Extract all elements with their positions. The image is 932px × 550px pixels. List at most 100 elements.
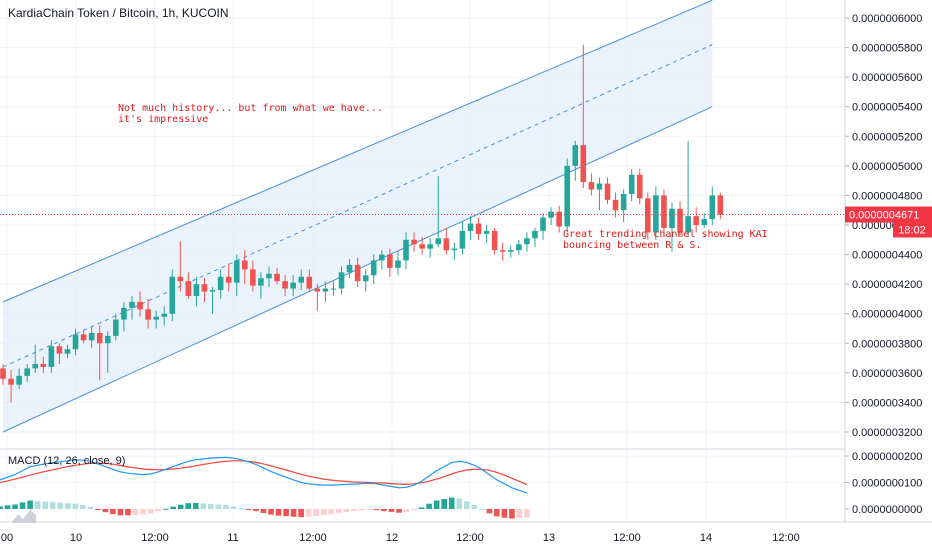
macd-histogram-bar [388, 509, 395, 512]
macd-histogram-bar [494, 509, 500, 517]
annotation-channel-note[interactable]: Great trending channel showing KAI bounc… [563, 229, 768, 251]
macd-histogram-bar [433, 500, 440, 509]
macd-histogram-bar [245, 509, 252, 510]
candle-body [217, 276, 224, 291]
macd-histogram-bar [19, 502, 26, 509]
price-axis-label: 0.0000003600 [852, 368, 922, 380]
macd-axis-label: 0.0000000100 [852, 478, 922, 490]
countdown-label: 18:02 [898, 225, 926, 237]
candle-body [185, 281, 192, 296]
macd-histogram-bar [479, 509, 485, 510]
candle-body [532, 230, 538, 239]
candle-body [129, 301, 135, 308]
candle-body [145, 309, 151, 320]
candle-body [596, 183, 603, 190]
price-axis-label: 0.0000005000 [852, 161, 922, 173]
candle-body [88, 332, 95, 341]
channel-upper-line[interactable] [2, 0, 713, 303]
price-axis-label: 0.0000004000 [852, 309, 922, 321]
candle-body [258, 278, 264, 286]
macd-histogram-bar [426, 503, 432, 509]
candle-body [524, 238, 530, 245]
candle-body [137, 301, 143, 310]
annotation-history-note[interactable]: Not much history... but from what we hav… [118, 103, 383, 125]
candle-body [677, 208, 683, 233]
candle-body [717, 195, 724, 215]
macd-histogram-bar [4, 505, 11, 509]
macd-histogram-bar [0, 506, 3, 509]
candle-body [193, 284, 200, 296]
macd-histogram-bar [192, 502, 199, 509]
macd-histogram-bar [238, 507, 244, 509]
price-axis-label: 0.0000003200 [852, 427, 922, 439]
macd-histogram-bar [253, 509, 259, 512]
time-axis-label: 00 [1, 532, 13, 544]
time-axis-label: 12:00 [141, 532, 169, 544]
price-axis-label: 0.0000006000 [852, 13, 922, 25]
candle-body [274, 273, 280, 282]
candle-body [435, 238, 442, 245]
candle-body [564, 165, 570, 227]
candle-body [451, 248, 458, 251]
candle-body [56, 346, 63, 354]
candle-body [0, 368, 6, 379]
tradingview-logo-icon[interactable] [8, 505, 38, 527]
candle-body [113, 319, 119, 336]
candle-body [612, 199, 619, 211]
candle-body [242, 260, 248, 270]
macd-histogram-bar [215, 504, 222, 509]
macd-histogram-bar [87, 506, 94, 509]
macd-histogram-bar [358, 509, 365, 511]
price-axis-label: 0.0000005800 [852, 43, 922, 55]
candle-body [32, 363, 39, 369]
candle-body [661, 195, 667, 228]
candle-body [709, 195, 716, 220]
macd-histogram-bar [298, 509, 304, 518]
candle-body [572, 145, 579, 166]
candle-body [96, 332, 103, 344]
candle-body [298, 276, 305, 283]
time-axis-label: 14 [700, 532, 712, 544]
price-axis-label: 0.0000004800 [852, 190, 922, 202]
macd-histogram-bar [516, 509, 523, 519]
candle-body [419, 244, 425, 249]
candle-body [636, 174, 643, 199]
macd-histogram-bar [403, 509, 410, 512]
macd-histogram-bar [200, 503, 207, 509]
candle-body [483, 230, 490, 234]
macd-histogram-bar [396, 509, 402, 513]
macd-histogram-bar [177, 504, 184, 509]
macd-histogram-bar [27, 500, 33, 509]
candle-body [379, 254, 385, 261]
candle-body [628, 174, 635, 194]
macd-histogram-bar [42, 501, 48, 509]
macd-histogram-bar [441, 498, 447, 509]
candle-body [507, 250, 514, 252]
candle-body [8, 378, 14, 385]
candle-body [395, 260, 401, 268]
candle-body [314, 288, 321, 292]
chart-title: KardiaChain Token / Bitcoin, 1h, KUCOIN [8, 6, 229, 20]
candle-body [443, 238, 450, 251]
macd-histogram-bar [12, 504, 18, 509]
candle-body [701, 219, 708, 225]
macd-histogram-bar [223, 505, 229, 509]
macd-histogram-bar [268, 509, 274, 515]
macd-histogram-bar [509, 509, 515, 519]
macd-pane [0, 448, 845, 519]
candle-body [354, 264, 361, 282]
time-axis-label: 10 [70, 532, 82, 544]
macd-histogram-bar [373, 509, 380, 511]
candle-body [362, 275, 369, 282]
trend-channel[interactable] [2, 0, 713, 433]
candle-body [16, 375, 22, 385]
candle-body [693, 216, 699, 225]
candle-body [233, 260, 240, 283]
candle-body [620, 193, 627, 211]
candle-body [556, 211, 562, 227]
candle-body [330, 288, 337, 290]
macd-histogram-bar [140, 509, 146, 515]
candle-body [169, 276, 176, 314]
candle-body [540, 217, 546, 231]
